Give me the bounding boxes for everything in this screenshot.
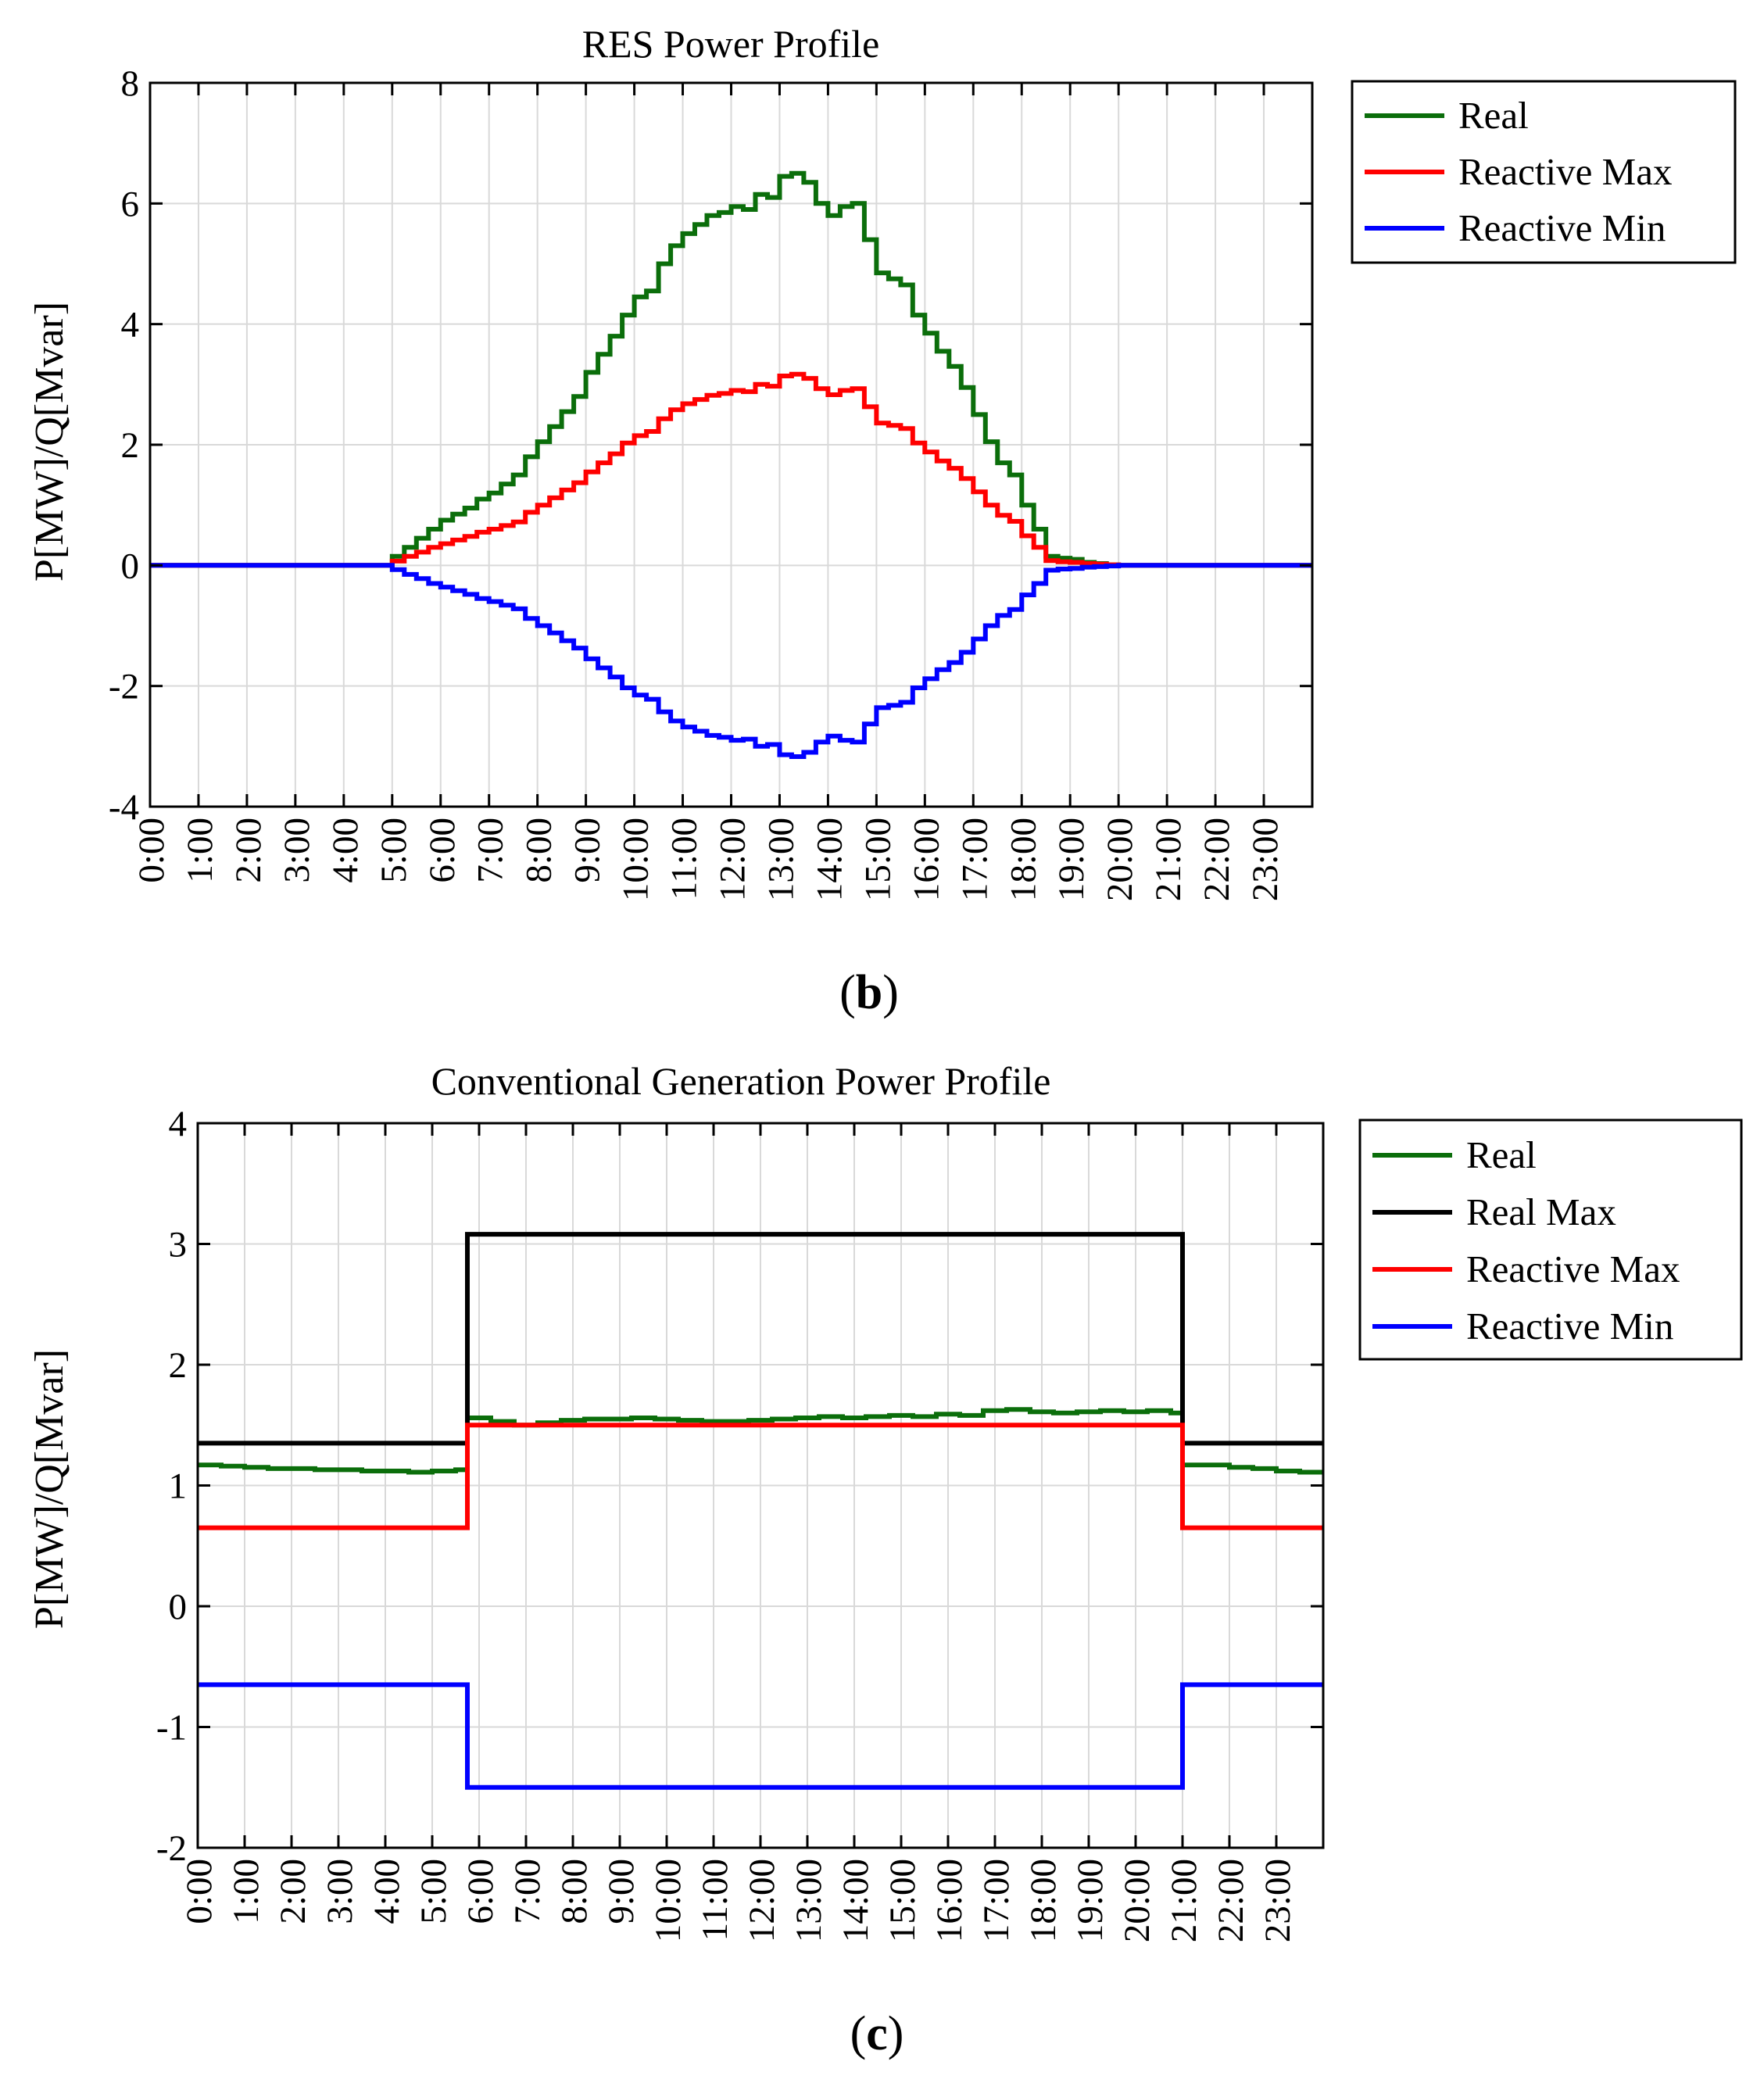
y-tick-label: 6 — [121, 184, 140, 224]
x-tick-label: 19:00 — [1070, 1859, 1111, 1942]
y-tick-label: -1 — [156, 1708, 187, 1748]
x-tick-label: 15:00 — [882, 1859, 923, 1942]
series-line-reactive-min — [198, 1682, 1323, 1790]
x-tick-label: 6:00 — [422, 818, 463, 883]
x-tick-label: 18:00 — [1023, 1859, 1064, 1942]
x-tick-label: 22:00 — [1197, 818, 1237, 901]
y-tick-label: 4 — [169, 1104, 188, 1144]
x-tick-label: 16:00 — [929, 1859, 970, 1942]
series-line-real — [198, 1407, 1323, 1475]
x-tick-label: 8:00 — [519, 818, 560, 883]
x-tick-label: 4:00 — [325, 818, 366, 883]
y-tick-label: 0 — [169, 1587, 188, 1627]
y-tick-label: 4 — [121, 305, 140, 345]
legend-entry-real: Real — [1466, 1133, 1537, 1176]
x-tick-label: 2:00 — [228, 818, 269, 883]
y-tick-label: -2 — [156, 1828, 187, 1869]
x-tick-label: 12:00 — [742, 1859, 782, 1942]
x-tick-label: 23:00 — [1258, 1859, 1298, 1942]
y-tick-label: 3 — [169, 1225, 188, 1265]
series-line-real-max — [198, 1232, 1323, 1446]
legend-entry-reactive-min: Reactive Min — [1458, 206, 1666, 249]
legend-entry-reactive-max: Reactive Max — [1458, 150, 1672, 193]
series-line-real — [150, 170, 1312, 568]
x-tick-label: 4:00 — [367, 1859, 407, 1924]
x-tick-label: 13:00 — [789, 1859, 829, 1942]
x-tick-label: 6:00 — [460, 1859, 501, 1924]
x-tick-label: 18:00 — [1003, 818, 1043, 901]
x-tick-label: 0:00 — [131, 818, 172, 883]
x-tick-label: 0:00 — [179, 1859, 220, 1924]
x-tick-label: 5:00 — [413, 1859, 454, 1924]
x-tick-label: 11:00 — [664, 818, 705, 900]
x-tick-label: 1:00 — [226, 1859, 267, 1924]
y-tick-label: 1 — [169, 1466, 188, 1507]
x-tick-label: 20:00 — [1117, 1859, 1158, 1942]
x-tick-label: 21:00 — [1164, 1859, 1204, 1942]
x-tick-label: 17:00 — [976, 1859, 1017, 1942]
legend-entry-reactive-max: Reactive Max — [1466, 1247, 1680, 1290]
y-tick-label: 2 — [169, 1345, 188, 1386]
x-tick-label: 13:00 — [760, 818, 801, 901]
x-tick-label: 20:00 — [1100, 818, 1140, 901]
x-tick-label: 15:00 — [857, 818, 898, 901]
series-line-reactive-max — [150, 371, 1312, 568]
x-tick-label: 3:00 — [320, 1859, 360, 1924]
panel-label-c: (c) — [850, 2007, 904, 2060]
x-tick-label: 1:00 — [180, 818, 220, 883]
x-tick-label: 10:00 — [648, 1859, 689, 1942]
x-tick-label: 22:00 — [1211, 1859, 1251, 1942]
x-tick-label: 17:00 — [954, 818, 995, 901]
x-tick-label: 19:00 — [1051, 818, 1092, 901]
x-tick-label: 16:00 — [906, 818, 946, 901]
x-tick-label: 2:00 — [273, 1859, 313, 1924]
x-tick-label: 7:00 — [507, 1859, 548, 1924]
x-tick-label: 9:00 — [567, 818, 608, 883]
x-tick-label: 10:00 — [616, 818, 657, 901]
x-tick-label: 21:00 — [1148, 818, 1189, 901]
y-tick-label: 2 — [121, 425, 140, 466]
panel-label-b: (b) — [839, 966, 899, 1019]
x-tick-label: 23:00 — [1245, 818, 1286, 901]
chart-title: Conventional Generation Power Profile — [431, 1059, 1051, 1103]
x-tick-label: 7:00 — [471, 818, 511, 883]
y-tick-label: 0 — [121, 546, 140, 586]
x-tick-label: 8:00 — [554, 1859, 595, 1924]
x-tick-label: 14:00 — [809, 818, 850, 901]
series-line-reactive-min — [150, 563, 1312, 759]
legend-entry-real: Real — [1458, 94, 1529, 137]
x-tick-label: 5:00 — [374, 818, 414, 883]
x-tick-label: 9:00 — [601, 1859, 642, 1924]
legend-entry-reactive-min: Reactive Min — [1466, 1305, 1673, 1348]
legend: Real Reactive Max Reactive Min — [1351, 80, 1737, 264]
x-tick-label: 3:00 — [277, 818, 317, 883]
series-line-reactive-max — [198, 1423, 1323, 1530]
y-axis-label: P[MW]/Q[Mvar] — [27, 302, 72, 582]
y-tick-label: -2 — [109, 667, 139, 707]
legend-box — [1358, 1119, 1743, 1361]
chart-res-power-profile: RES Power Profile -4 -2 0 2 4 6 8 0:00 1:00 2:00 3… — [27, 22, 1737, 1019]
legend: Real Real Max Reactive Max Reactive Min — [1358, 1119, 1743, 1361]
y-tick-label: -4 — [109, 787, 139, 828]
y-axis-label: P[MW]/Q[Mvar] — [27, 1349, 72, 1629]
y-tick-label: 8 — [121, 63, 140, 104]
chart-conventional-generation-power-profile: Conventional Generation Power Profile -2… — [27, 1059, 1743, 2060]
x-tick-label: 12:00 — [713, 818, 753, 901]
panel-label-letter: c — [866, 2007, 888, 2060]
x-tick-label: 14:00 — [835, 1859, 876, 1942]
chart-title: RES Power Profile — [582, 22, 880, 66]
legend-entry-real-max: Real Max — [1466, 1190, 1616, 1233]
x-tick-label: 11:00 — [695, 1859, 735, 1941]
panel-label-letter: b — [856, 966, 882, 1019]
